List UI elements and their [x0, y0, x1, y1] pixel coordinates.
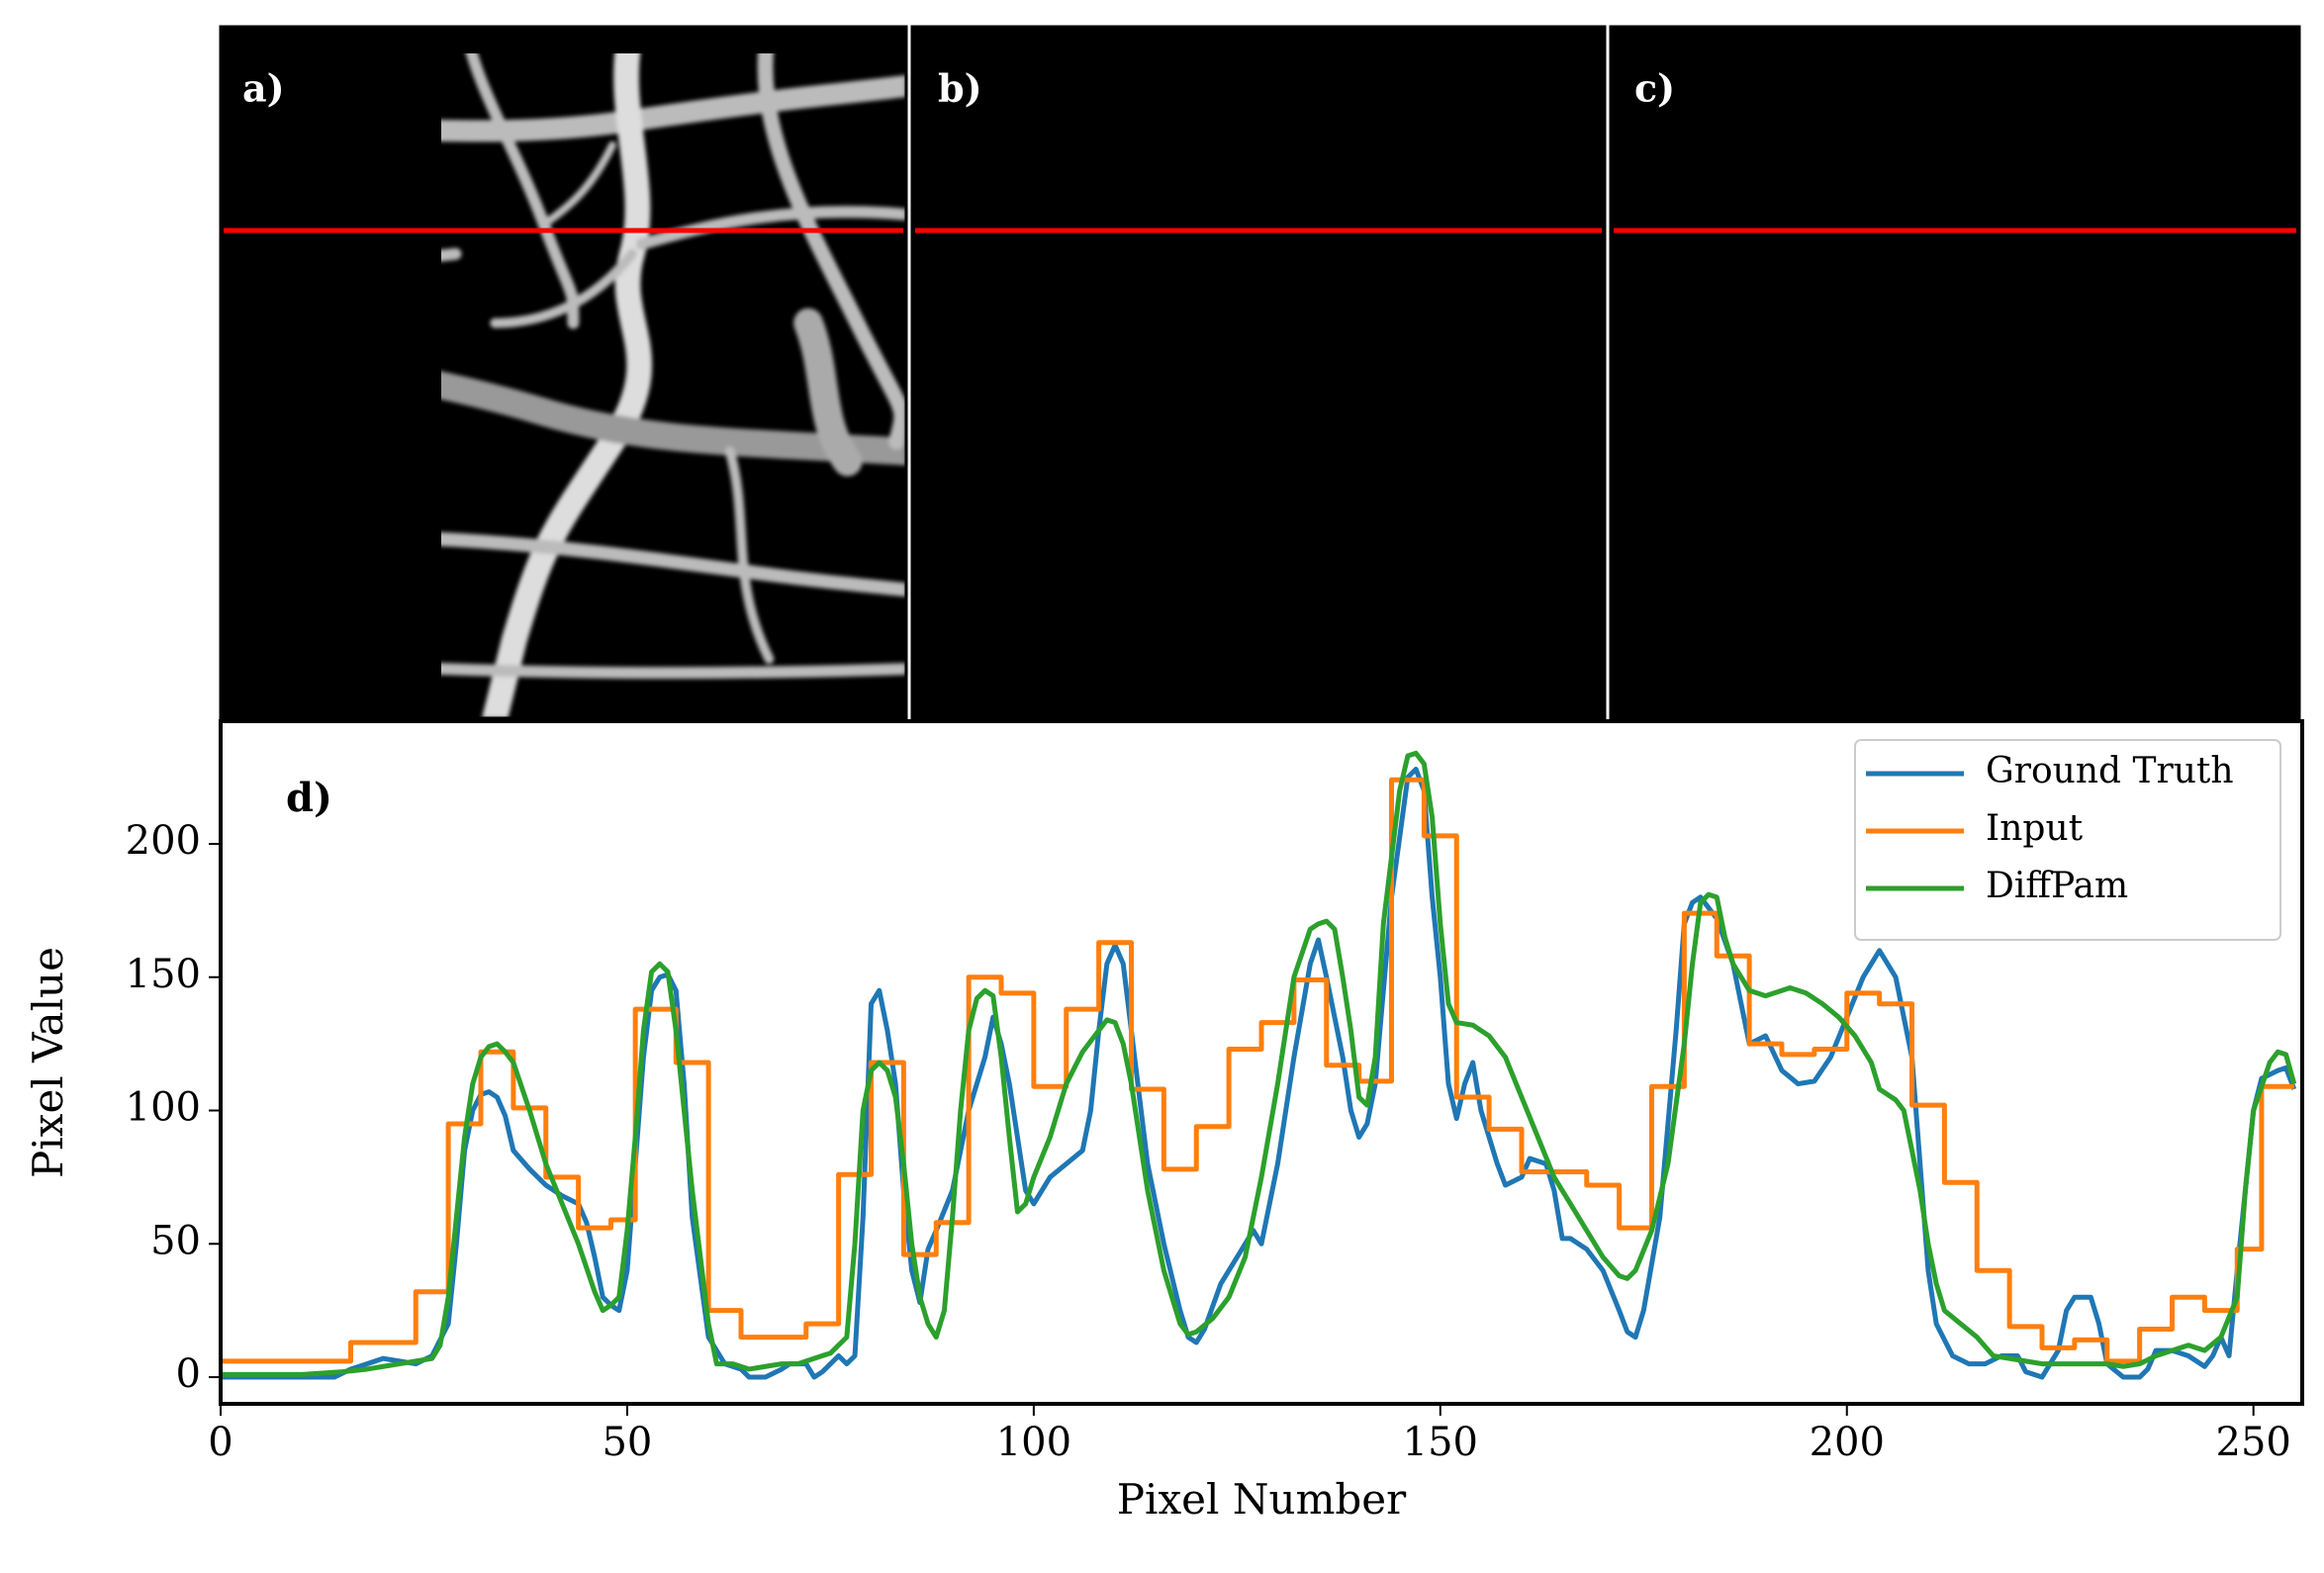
y-tick-label: 50 [150, 1218, 201, 1263]
panel-label: a) [242, 66, 285, 111]
x-tick-label: 150 [1403, 1420, 1478, 1465]
panel-label: b) [938, 66, 982, 111]
y-tick-label: 150 [126, 952, 201, 997]
panel-border [910, 25, 1607, 720]
y-axis-label: Pixel Value [24, 947, 72, 1178]
legend-label: Ground Truth [1986, 751, 2234, 791]
series-line [221, 767, 2297, 1380]
image-background [1611, 27, 2299, 718]
axes-frame [219, 719, 2304, 1406]
panel-border [219, 25, 908, 720]
x-tick-label: 250 [2216, 1420, 2291, 1465]
x-tick-label: 50 [602, 1420, 652, 1465]
y-tick-label: 200 [126, 818, 201, 864]
line-chart: 0 50 100 150 200 250 0 50 100 150 200 Pixel Number P… [24, 719, 2304, 1524]
image-background [912, 27, 1605, 718]
panel-c: c) [1609, 25, 2301, 720]
series-lines [221, 750, 2297, 1380]
x-axis-label: Pixel Number [1117, 1475, 1407, 1524]
panel-a: a) [219, 25, 908, 720]
annotation: d) [286, 775, 332, 821]
y-tick-label: 0 [176, 1351, 201, 1397]
x-tick-label: 200 [1810, 1420, 1885, 1465]
image-background [221, 27, 906, 718]
legend-label: Input [1986, 808, 2084, 849]
legend-label: DiffPam [1986, 866, 2128, 906]
series-line [221, 750, 2297, 1377]
y-tick-label: 100 [126, 1085, 201, 1131]
panel-label: c) [1634, 66, 1675, 111]
x-tick-label: 0 [208, 1420, 232, 1465]
legend: Ground Truth Input DiffPam [1854, 739, 2281, 941]
panel-border [1609, 25, 2301, 720]
x-tick-label: 100 [996, 1420, 1071, 1465]
panel-b: b) [910, 25, 1607, 720]
